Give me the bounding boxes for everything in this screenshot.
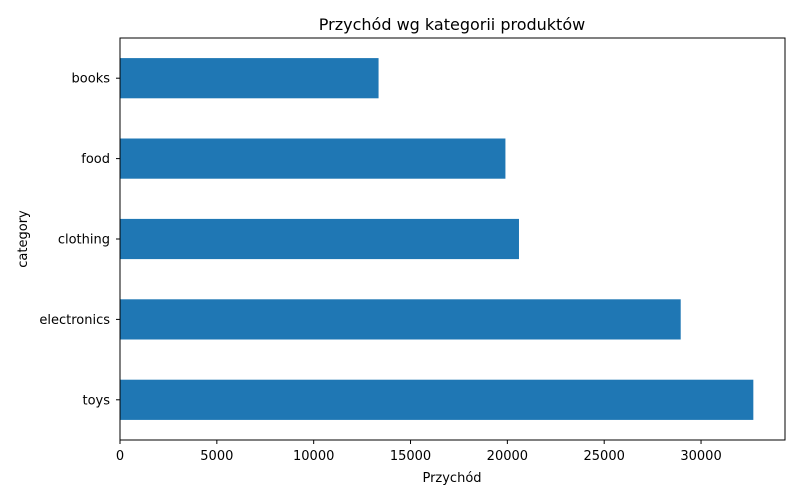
y-tick-label: electronics — [39, 313, 110, 328]
plot-frame — [119, 37, 786, 441]
y-tick-label: clothing — [58, 233, 110, 248]
bar-electronics — [120, 299, 681, 340]
x-axis-label: Przychód — [422, 471, 481, 486]
x-axis-ticks: 0 5000 10000 15000 20000 25000 30000 — [116, 440, 722, 464]
y-tick-label: books — [72, 72, 111, 87]
chart-title: Przychód wg kategorii produktów — [319, 15, 585, 34]
x-tick-label: 5000 — [200, 449, 233, 464]
y-axis-label: category — [16, 210, 31, 268]
bar-books — [120, 58, 379, 99]
x-tick-label: 15000 — [390, 449, 431, 464]
x-tick-label: 20000 — [487, 449, 528, 464]
x-tick-label: 25000 — [584, 449, 625, 464]
y-tick-label: toys — [82, 393, 110, 408]
y-axis-ticks: toys electronics clothing food books — [39, 72, 120, 408]
bar-food — [120, 138, 506, 179]
x-tick-label: 0 — [116, 449, 124, 464]
bar-clothing — [120, 218, 519, 260]
bar-toys — [120, 379, 754, 420]
y-tick-label: food — [81, 152, 110, 167]
x-tick-label: 30000 — [680, 449, 721, 464]
bars-group — [120, 58, 754, 420]
x-tick-label: 10000 — [293, 449, 334, 464]
